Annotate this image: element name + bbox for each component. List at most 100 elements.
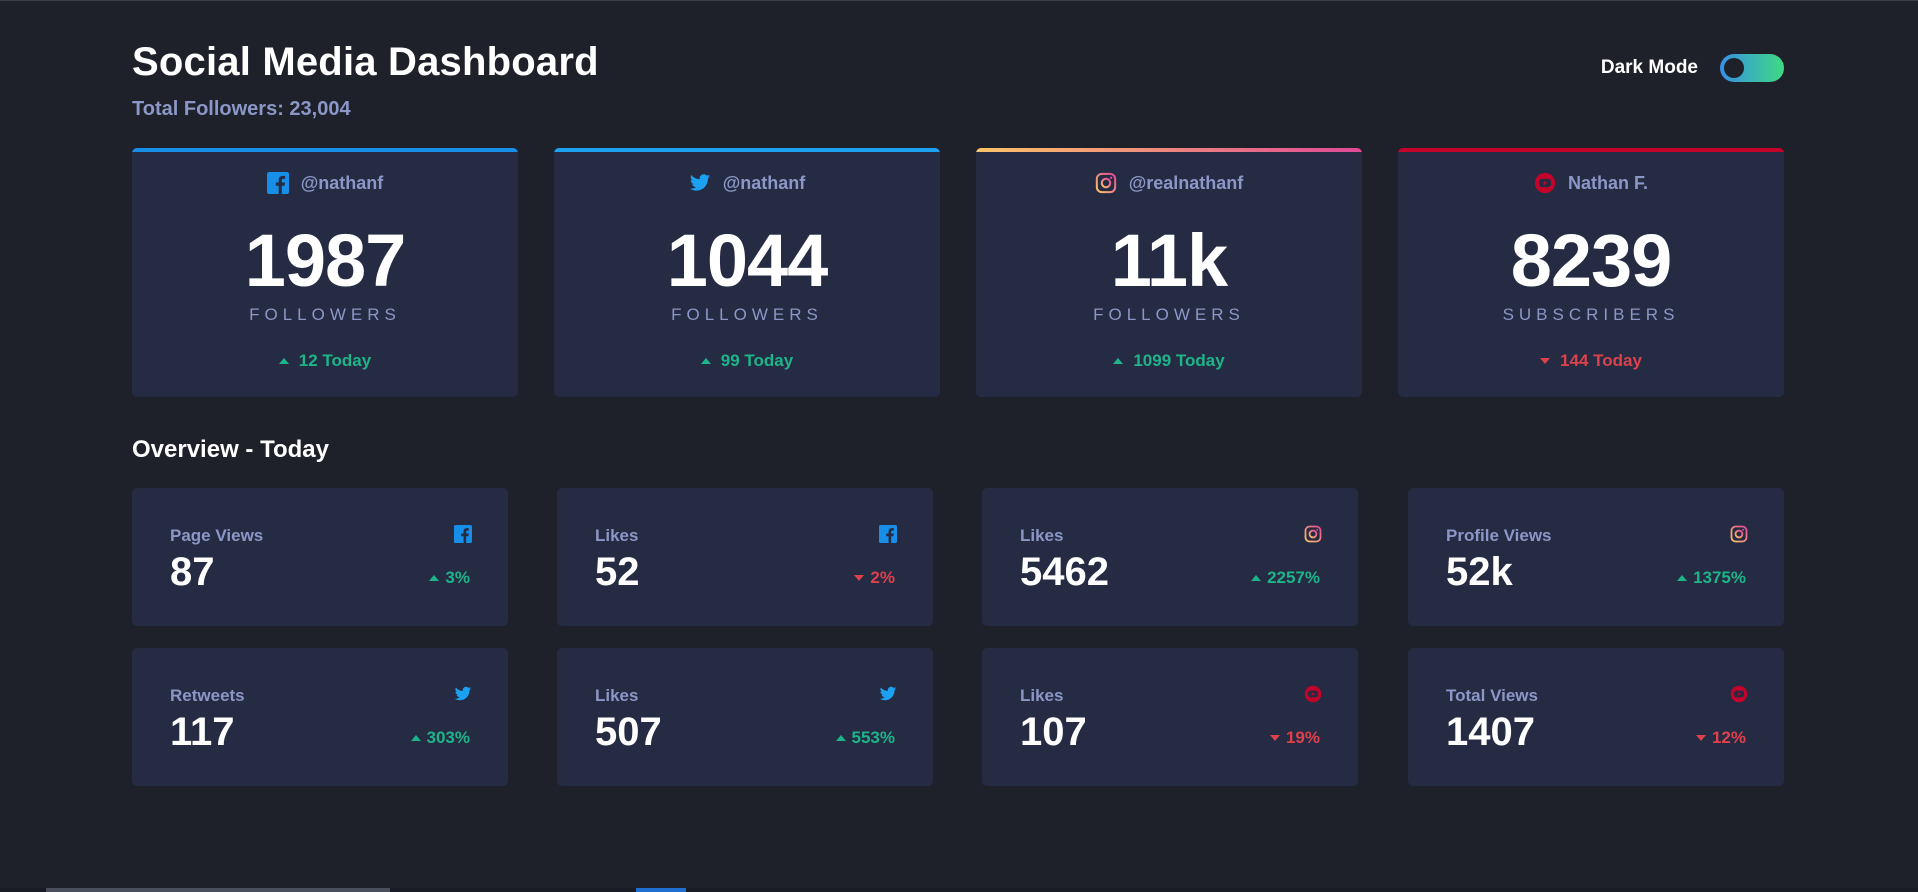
card-accent-bar bbox=[132, 148, 518, 152]
card-handle-text: Nathan F. bbox=[1567, 172, 1648, 193]
today-change: 12 Today bbox=[132, 351, 518, 371]
tile-change: 19% bbox=[1269, 728, 1320, 748]
today-change: 1099 Today bbox=[976, 351, 1362, 371]
card-handle-text: @nathanf bbox=[300, 172, 384, 193]
overview-tile-youtube-total-views[interactable]: Total Views 1407 12% bbox=[1408, 648, 1784, 786]
tile-label: Profile Views bbox=[1446, 526, 1552, 545]
youtube-icon bbox=[1730, 685, 1748, 703]
today-change-text: 1099 Today bbox=[1133, 351, 1225, 370]
total-followers: Total Followers: 23,004 bbox=[132, 98, 351, 121]
dark-mode-label: Dark Mode bbox=[1600, 57, 1698, 78]
card-handle: Nathan F. bbox=[1398, 172, 1784, 194]
header: Social Media Dashboard Total Followers: … bbox=[132, 40, 1784, 130]
tile-change: 303% bbox=[410, 728, 470, 748]
page-title: Social Media Dashboard bbox=[132, 40, 599, 84]
arrow-down-icon bbox=[854, 575, 865, 581]
tile-label: Likes bbox=[595, 526, 639, 545]
window-top-border bbox=[0, 0, 1918, 1]
follower-count: 8239 bbox=[1510, 219, 1673, 302]
tile-change-text: 1375% bbox=[1693, 568, 1746, 587]
tile-change-text: 2% bbox=[870, 568, 895, 587]
arrow-up-icon bbox=[700, 358, 711, 364]
card-handle: @nathanf bbox=[132, 172, 518, 194]
arrow-down-icon bbox=[1540, 358, 1551, 364]
card-instagram[interactable]: @realnathanf 11k FOLLOWERS 1099 Today bbox=[976, 148, 1362, 397]
horizontal-scrollbar[interactable] bbox=[0, 888, 1918, 892]
follower-count: 1044 bbox=[666, 219, 829, 302]
overview-tile-youtube-likes[interactable]: Likes 107 19% bbox=[982, 648, 1358, 786]
card-handle-text: @realnathanf bbox=[1128, 172, 1244, 193]
follower-count: 11k bbox=[1110, 219, 1228, 302]
card-accent-bar bbox=[1398, 148, 1784, 152]
today-change-text: 144 Today bbox=[1560, 351, 1642, 370]
tile-value: 52k bbox=[1446, 550, 1513, 594]
arrow-up-icon bbox=[410, 735, 421, 741]
twitter-icon bbox=[879, 685, 897, 703]
toggle-knob bbox=[1724, 58, 1744, 78]
tile-change-text: 19% bbox=[1285, 728, 1320, 747]
follower-unit: FOLLOWERS bbox=[1093, 305, 1245, 324]
dark-mode-control: Dark Mode bbox=[1601, 54, 1784, 82]
arrow-down-icon bbox=[1695, 735, 1706, 741]
tile-label: Page Views bbox=[170, 526, 264, 545]
card-youtube[interactable]: Nathan F. 8239 SUBSCRIBERS 144 Today bbox=[1398, 148, 1784, 397]
overview-tile-instagram-likes[interactable]: Likes 5462 2257% bbox=[982, 488, 1358, 626]
tile-change: 2% bbox=[854, 568, 895, 588]
tile-value: 5462 bbox=[1020, 550, 1109, 594]
youtube-icon bbox=[1534, 172, 1556, 194]
arrow-up-icon bbox=[1677, 575, 1688, 581]
today-change-text: 12 Today bbox=[298, 351, 372, 370]
follower-unit: SUBSCRIBERS bbox=[1502, 305, 1680, 324]
overview-title: Overview - Today bbox=[132, 436, 329, 463]
overview-tile-facebook-page-views[interactable]: Page Views 87 3% bbox=[132, 488, 508, 626]
tile-value: 507 bbox=[595, 710, 662, 754]
follower-cards: @nathanf 1987 FOLLOWERS 12 Today @nathan… bbox=[132, 148, 1784, 397]
tile-change: 553% bbox=[835, 728, 895, 748]
tile-change-text: 553% bbox=[851, 728, 895, 747]
tile-change-text: 303% bbox=[426, 728, 470, 747]
scrollbar-thumb[interactable] bbox=[46, 888, 390, 892]
facebook-icon bbox=[454, 525, 472, 543]
tile-change-text: 2257% bbox=[1267, 568, 1320, 587]
tile-change: 12% bbox=[1695, 728, 1746, 748]
today-change: 99 Today bbox=[554, 351, 940, 371]
card-handle: @realnathanf bbox=[976, 172, 1362, 194]
tile-label: Total Views bbox=[1446, 686, 1538, 705]
tile-value: 87 bbox=[170, 550, 215, 594]
overview-tile-twitter-likes[interactable]: Likes 507 553% bbox=[557, 648, 933, 786]
twitter-icon bbox=[454, 685, 472, 703]
youtube-icon bbox=[1304, 685, 1322, 703]
overview-tile-twitter-retweets[interactable]: Retweets 117 303% bbox=[132, 648, 508, 786]
facebook-icon bbox=[266, 172, 289, 194]
card-accent-bar bbox=[554, 148, 940, 152]
instagram-icon bbox=[1304, 525, 1322, 543]
scrollbar-indicator bbox=[636, 888, 686, 892]
today-change-text: 99 Today bbox=[720, 351, 794, 370]
instagram-icon bbox=[1730, 525, 1748, 543]
tile-label: Likes bbox=[1020, 686, 1064, 705]
arrow-up-icon bbox=[1113, 358, 1124, 364]
tile-change: 1375% bbox=[1677, 568, 1746, 588]
tile-change-text: 12% bbox=[1711, 728, 1746, 747]
twitter-icon bbox=[689, 172, 711, 194]
tile-value: 1407 bbox=[1446, 710, 1535, 754]
arrow-up-icon bbox=[429, 575, 440, 581]
overview-tile-instagram-profile-views[interactable]: Profile Views 52k 1375% bbox=[1408, 488, 1784, 626]
card-accent-bar bbox=[976, 148, 1362, 152]
facebook-icon bbox=[879, 525, 897, 543]
tile-value: 52 bbox=[595, 550, 640, 594]
dark-mode-toggle[interactable] bbox=[1720, 54, 1784, 82]
follower-unit: FOLLOWERS bbox=[671, 305, 823, 324]
arrow-up-icon bbox=[835, 735, 846, 741]
overview-tile-facebook-likes[interactable]: Likes 52 2% bbox=[557, 488, 933, 626]
card-handle-text: @nathanf bbox=[722, 172, 806, 193]
tile-change: 2257% bbox=[1251, 568, 1320, 588]
card-facebook[interactable]: @nathanf 1987 FOLLOWERS 12 Today bbox=[132, 148, 518, 397]
arrow-down-icon bbox=[1269, 735, 1280, 741]
arrow-up-icon bbox=[1251, 575, 1262, 581]
tile-label: Retweets bbox=[170, 686, 245, 705]
total-followers-value: 23,004 bbox=[289, 98, 351, 120]
today-change: 144 Today bbox=[1398, 351, 1784, 371]
card-twitter[interactable]: @nathanf 1044 FOLLOWERS 99 Today bbox=[554, 148, 940, 397]
tile-label: Likes bbox=[595, 686, 639, 705]
